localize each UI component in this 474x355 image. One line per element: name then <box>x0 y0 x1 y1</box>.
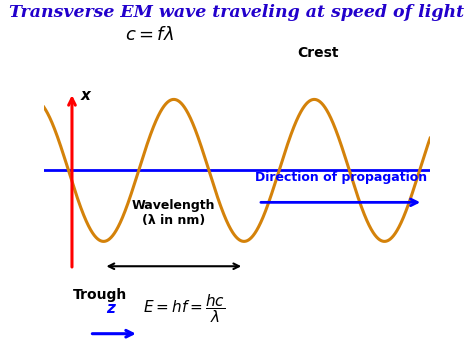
Text: $c = f\lambda$: $c = f\lambda$ <box>125 27 174 44</box>
Text: Trough: Trough <box>73 288 127 302</box>
Text: x: x <box>81 88 91 103</box>
Text: z: z <box>106 301 115 316</box>
Text: $E = hf = \dfrac{hc}{\lambda}$: $E = hf = \dfrac{hc}{\lambda}$ <box>143 293 226 325</box>
Text: Crest: Crest <box>297 47 338 60</box>
Text: Direction of propagation: Direction of propagation <box>255 171 427 184</box>
Text: Transverse EM wave traveling at speed of light: Transverse EM wave traveling at speed of… <box>9 4 465 21</box>
Text: Wavelength
(λ in nm): Wavelength (λ in nm) <box>132 199 216 227</box>
